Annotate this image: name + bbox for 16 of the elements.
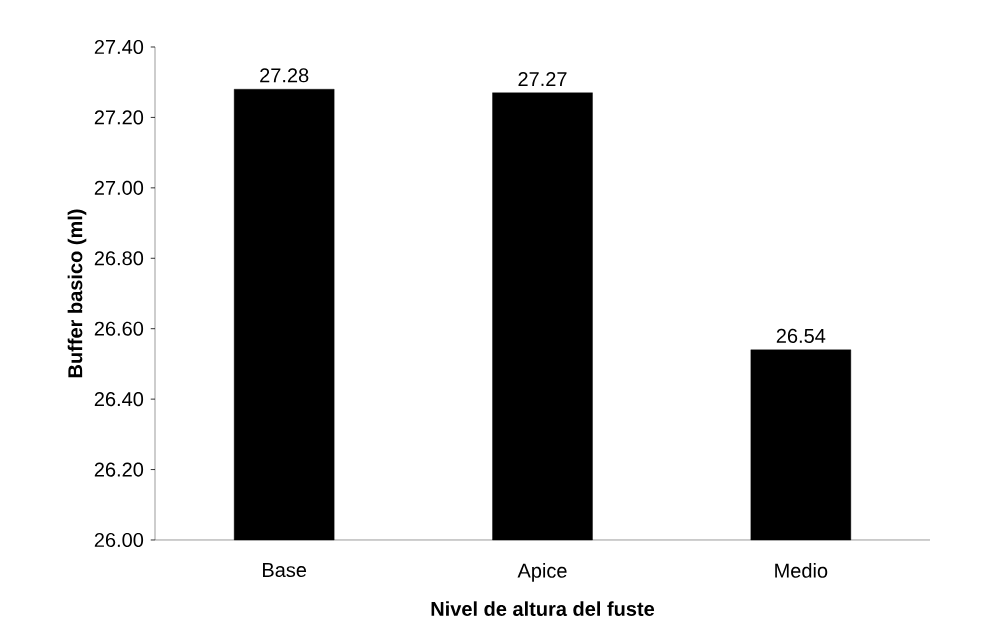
y-tick-label: 26.60 xyxy=(94,321,144,336)
x-tick-label: Base xyxy=(263,563,307,578)
y-axis-title: Buffer basico (ml) xyxy=(67,209,87,378)
y-tick-label: 26.00 xyxy=(94,532,144,548)
data-label: 27.27 xyxy=(518,71,567,86)
y-tick-label: 26.20 xyxy=(94,462,144,477)
y-tick-label: 27.20 xyxy=(94,110,144,125)
y-tick-label: 26.40 xyxy=(94,392,144,407)
x-tick-label: Apice xyxy=(517,563,567,582)
x-tick-label: Medio xyxy=(775,563,828,578)
y-tick-label: 27.00 xyxy=(94,180,144,195)
y-tick-label: 26.80 xyxy=(94,251,144,266)
data-label: 27.28 xyxy=(260,68,309,83)
data-label: 26.54 xyxy=(776,328,826,343)
x-axis-title: Nivel de altura del fuste xyxy=(431,601,655,616)
y-tick-label: 27.40 xyxy=(94,39,144,55)
